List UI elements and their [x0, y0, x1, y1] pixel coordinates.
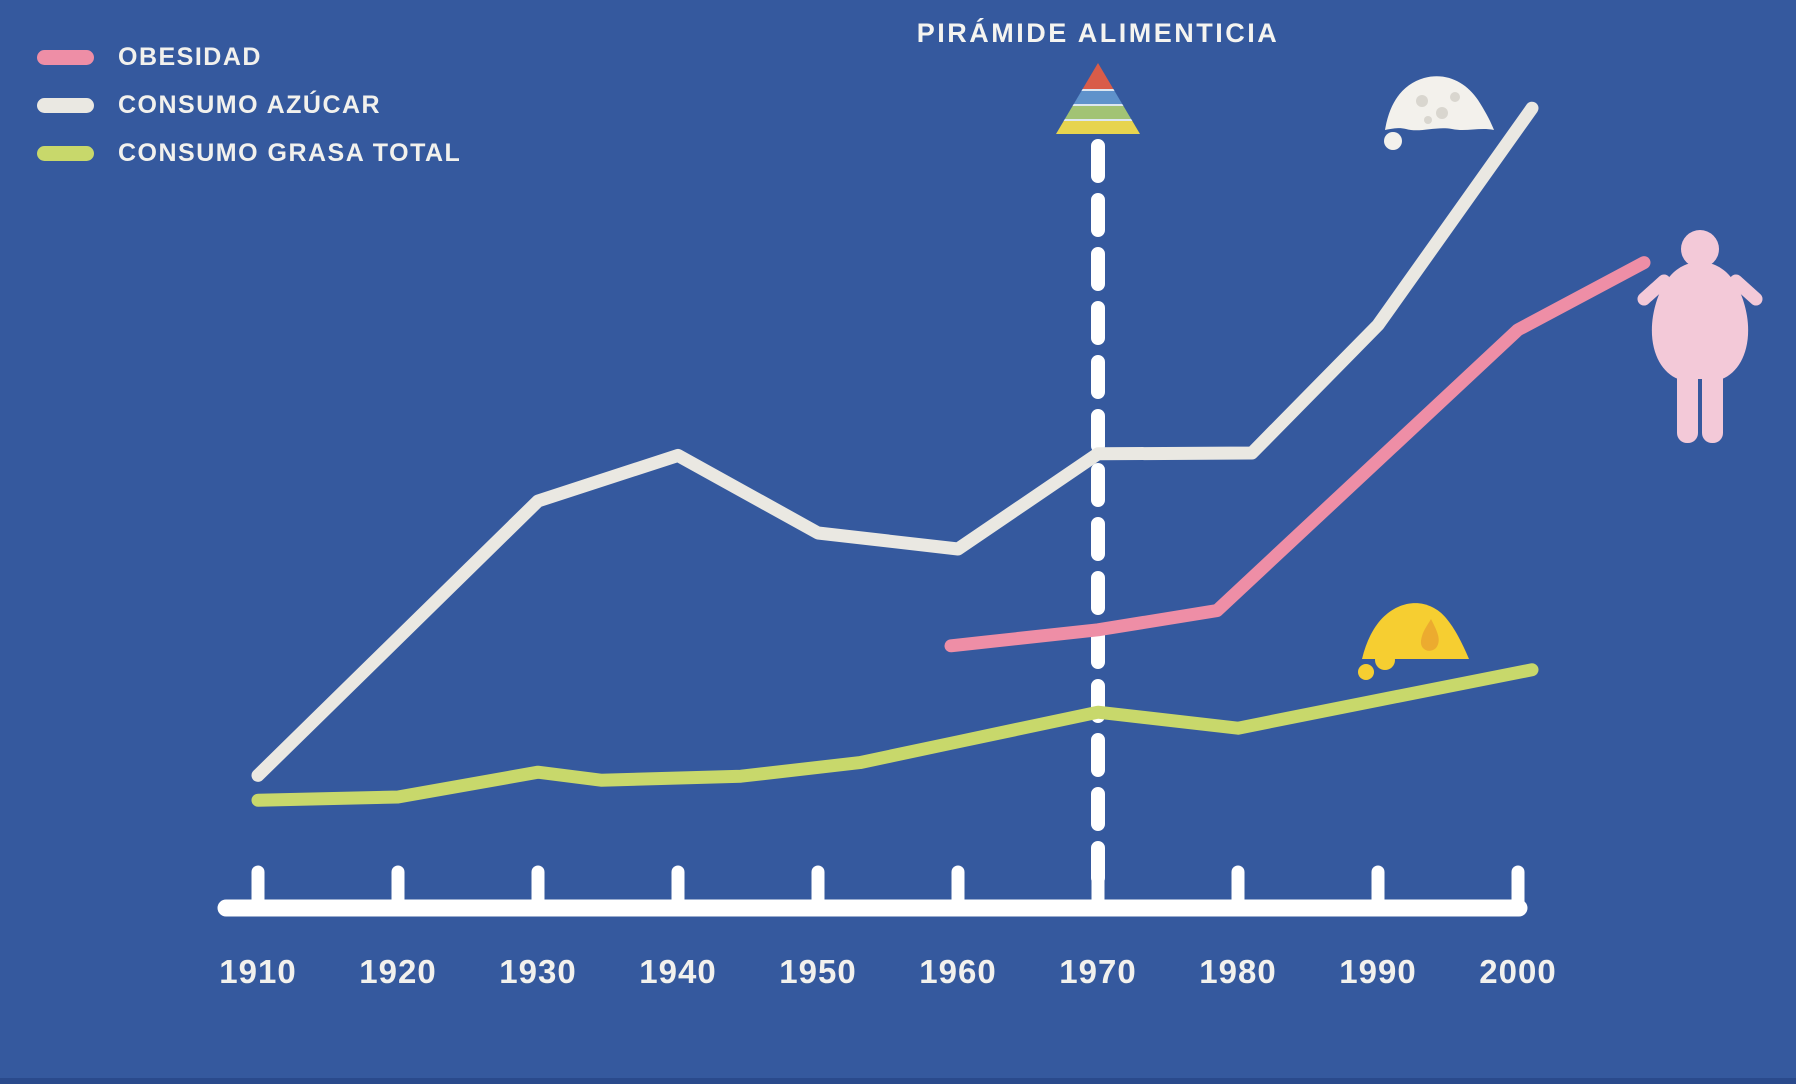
sugar-line-swatch	[37, 97, 94, 113]
obesity-line-swatch	[37, 49, 94, 65]
x-tick-label-1980: 1980	[1199, 953, 1276, 990]
legend: OBESIDAD CONSUMO AZÚCAR CONSUMO GRASA TO…	[37, 42, 462, 188]
page-title: PIRÁMIDE ALIMENTICIA	[916, 18, 1280, 48]
legend-item-sugar: CONSUMO AZÚCAR	[37, 90, 461, 119]
data-series-layer	[251, 101, 1651, 807]
legend-label: OBESIDAD	[118, 42, 262, 71]
x-tick-label-1910: 1910	[219, 953, 296, 990]
x-tick-label-1990: 1990	[1339, 953, 1416, 990]
x-tick-label-2000: 2000	[1479, 953, 1556, 990]
x-tick-label-1950: 1950	[779, 953, 856, 990]
x-tick-label-1960: 1960	[919, 953, 996, 990]
fat-line-swatch	[37, 145, 94, 161]
food-pyramid-icon	[1056, 63, 1140, 134]
butter-pile-icon	[1358, 603, 1469, 680]
x-axis-ticks	[251, 865, 1525, 909]
legend-item-fat: CONSUMO GRASA TOTAL	[37, 138, 462, 167]
legend-label: CONSUMO GRASA TOTAL	[118, 138, 462, 167]
series-line-obesidad	[944, 256, 1651, 653]
sugar-pile-icon	[1384, 76, 1494, 150]
x-axis: 1910 1920 1930 1940 1950 1960 1970 1980 1990 2000	[217, 865, 1556, 990]
legend-label: CONSUMO AZÚCAR	[118, 90, 382, 119]
x-tick-label-1930: 1930	[499, 953, 576, 990]
x-axis-labels: 1910 1920 1930 1940 1950 1960 1970 1980 1990 2000	[219, 953, 1556, 990]
legend-item-obesity: OBESIDAD	[37, 42, 461, 71]
bottom-edge-strip	[0, 1078, 1796, 1084]
x-tick-label-1920: 1920	[359, 953, 436, 990]
obese-person-icon	[1637, 230, 1763, 443]
x-tick-label-1970: 1970	[1059, 953, 1136, 990]
series-line-consumo-grasa-total	[251, 663, 1539, 807]
series-line-consumo-az-car	[251, 101, 1539, 782]
x-tick-label-1940: 1940	[639, 953, 716, 990]
